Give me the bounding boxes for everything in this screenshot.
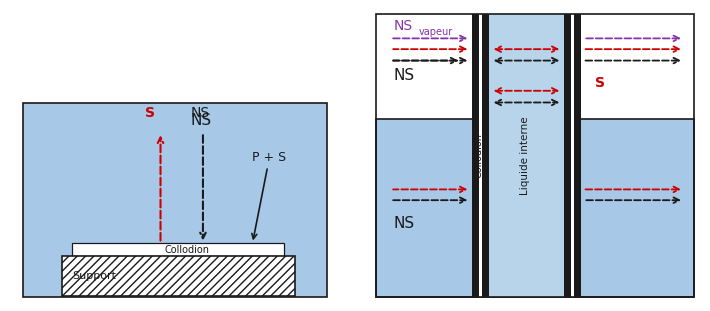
Text: NS: NS (394, 68, 415, 83)
Bar (479, 14, 482, 297)
Bar (471, 14, 479, 297)
Text: Collodion: Collodion (164, 244, 209, 254)
Bar (574, 14, 581, 297)
Bar (62, 256, 295, 296)
Bar (376, 118, 694, 297)
Text: NS: NS (190, 113, 212, 128)
Text: Collodion: Collodion (473, 133, 483, 178)
Text: S: S (596, 76, 606, 90)
Bar (471, 14, 489, 297)
Text: Liquide interne: Liquide interne (520, 116, 530, 195)
Text: S: S (145, 106, 155, 120)
Bar (564, 14, 581, 297)
Text: NS: NS (190, 106, 209, 120)
Bar (482, 14, 489, 297)
Bar (564, 14, 571, 297)
Bar (489, 14, 564, 297)
Bar (23, 103, 327, 297)
Text: vapeur: vapeur (419, 27, 453, 37)
Bar (571, 14, 574, 297)
Text: P + S: P + S (252, 151, 287, 239)
Text: NS: NS (394, 19, 413, 33)
Bar (376, 14, 694, 297)
Text: NS: NS (394, 216, 415, 231)
Text: Support: Support (72, 271, 116, 281)
Bar (72, 243, 284, 256)
